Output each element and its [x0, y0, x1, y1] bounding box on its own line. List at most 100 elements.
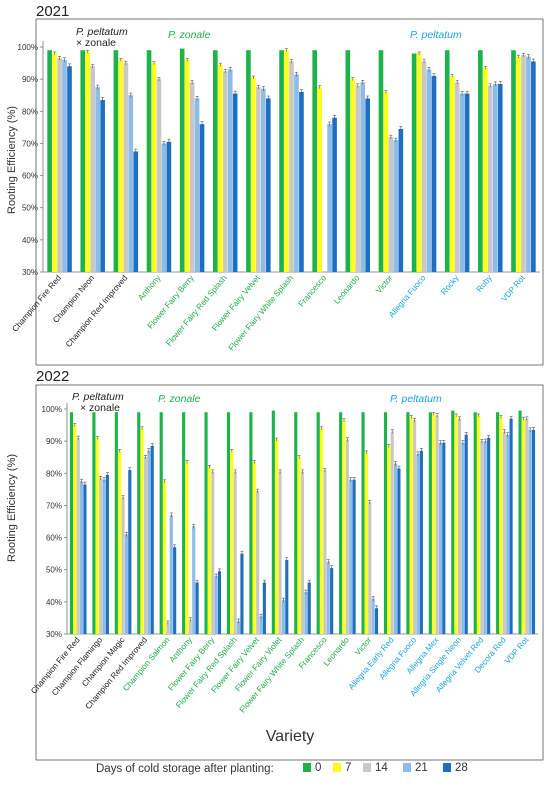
bar-flower-fairy-berry-s7 — [207, 466, 211, 634]
bar-anthony-s28 — [166, 141, 172, 272]
bar-allegria-early-red-s21 — [394, 463, 398, 634]
bar-victor-s28 — [398, 128, 404, 272]
y-tick-label: 80% — [46, 469, 62, 478]
bar-allegria-mex-s14 — [435, 415, 439, 634]
bar-francesco-s21 — [326, 561, 330, 634]
bar-vdp-rot-s21 — [526, 56, 531, 273]
bar-flower-fairy-white-splash-s14 — [289, 61, 294, 272]
y-tick-label: 90% — [46, 437, 62, 446]
y-tick-label: 100% — [18, 43, 38, 52]
bar-leonardo-s21 — [360, 82, 366, 272]
group-label-hybrid-line2: × zonale — [76, 37, 116, 49]
bar-ruby-s28 — [497, 83, 503, 272]
bar-allegria-velvet-red-s14 — [480, 441, 484, 634]
y-tick-label: 50% — [22, 204, 38, 213]
bar-allegria-early-red-s28 — [397, 468, 401, 634]
x-tick-label: VDP Rot — [500, 273, 528, 304]
bar-flower-fairy-red-splash-s0 — [212, 50, 218, 272]
bar-flower-fairy-velvet-s7 — [252, 462, 256, 634]
bar-flower-fairy-violet-s0 — [271, 410, 275, 634]
bar-francesco-s0 — [316, 412, 320, 634]
bar-leonardo-s14 — [355, 85, 361, 272]
bar-champion-fire-red-s7 — [73, 425, 77, 634]
bar-decora-red-s7 — [499, 417, 503, 634]
bar-champion-salmon-s28 — [173, 547, 177, 634]
bar-ruby-s7 — [483, 67, 488, 273]
bar-champion-flamingo-s21 — [102, 479, 106, 634]
panel-2021: 2021 Rooting Efficiency (%) P. peltatum … — [6, 3, 544, 366]
bar-victor-s0 — [378, 50, 384, 272]
bar-allegria-early-red-s7 — [387, 445, 391, 634]
bar-champion-red-improved-s21 — [147, 450, 151, 634]
x-tick-label: Champion Fire Red — [11, 273, 64, 334]
bar-victor-s14 — [388, 137, 394, 272]
bar-francesco-s28 — [330, 568, 334, 634]
bar-flower-fairy-berry-s7 — [184, 59, 190, 272]
bar-leonardo-s14 — [345, 439, 349, 634]
bar-allegria-early-red-s0 — [383, 412, 388, 634]
panel-title: 2022 — [36, 368, 69, 385]
y-axis-label: Rooting Efficiency (%) — [6, 106, 18, 214]
bar-vdp-rot-s28 — [531, 429, 536, 634]
bar-leonardo-s28 — [352, 479, 356, 634]
bar-champion-fire-red-s21 — [62, 59, 67, 272]
panel-2022: 2022 Rooting Efficiency (%) P. peltatum … — [6, 368, 544, 761]
legend-swatch-0 — [303, 763, 311, 772]
bar-champion-flamingo-s0 — [92, 412, 96, 634]
bar-allegria-fuoco-s0 — [411, 53, 417, 272]
bar-ruby-s21 — [492, 83, 498, 272]
bar-francesco-s7 — [317, 87, 322, 272]
bar-champion-fire-red-s7 — [52, 53, 57, 272]
bar-champion-fire-red-s0 — [47, 50, 52, 272]
x-tick-label: Victor — [353, 635, 373, 657]
legend-label-7: 7 — [345, 762, 351, 774]
bar-anthony-s14 — [188, 619, 192, 634]
group-label-hybrid-line2: × zonale — [80, 402, 120, 414]
bar-vdp-rot-s14 — [525, 418, 529, 634]
bar-flower-fairy-red-splash-s28 — [240, 553, 244, 634]
legend-label-28: 28 — [455, 762, 468, 774]
bar-francesco-s28 — [332, 117, 337, 272]
bar-champion-fire-red-s28 — [67, 66, 72, 273]
bar-champion-magic-s7 — [118, 450, 122, 634]
bars — [69, 410, 536, 634]
bar-flower-fairy-white-splash-s28 — [299, 92, 304, 272]
bar-flower-fairy-white-splash-s0 — [279, 50, 284, 272]
bar-victor-s7 — [364, 452, 368, 634]
x-tick-label: Francesco — [297, 273, 329, 308]
y-tick-label: 60% — [46, 534, 62, 543]
y-tick-label: 80% — [22, 107, 38, 116]
group-label-zonale: P. zonale — [168, 29, 211, 41]
y-tick-label: 100% — [42, 405, 62, 414]
y-tick-label: 90% — [22, 75, 38, 84]
bar-flower-fairy-red-splash-s14 — [233, 471, 237, 634]
y-tick-label: 30% — [46, 630, 62, 639]
bar-flower-fairy-white-splash-s0 — [294, 412, 298, 634]
bar-decora-red-s28 — [509, 418, 513, 634]
group-label-hybrid-line1: P. peltatum — [72, 391, 124, 403]
bar-decora-red-s21 — [506, 434, 510, 634]
bar-champion-neon-s7 — [85, 51, 91, 273]
bar-champion-fire-red-s14 — [57, 58, 62, 272]
bar-champion-flamingo-s7 — [95, 437, 99, 634]
bar-victor-s0 — [361, 412, 365, 634]
bar-anthony-s28 — [195, 582, 199, 634]
bar-champion-flamingo-s14 — [99, 478, 103, 634]
y-tick-label: 30% — [22, 268, 38, 277]
x-tick-label: Champion Red Improved — [64, 273, 130, 349]
bar-flower-fairy-red-splash-s21 — [227, 69, 233, 272]
bar-flower-fairy-berry-s14 — [189, 82, 195, 272]
bar-anthony-s7 — [151, 63, 157, 273]
bar-allegria-fuoco-s7 — [409, 417, 413, 634]
bar-champion-neon-s21 — [95, 87, 100, 272]
bar-anthony-s0 — [146, 50, 152, 272]
bar-champion-magic-s21 — [124, 534, 129, 634]
x-tick-label: Victor — [374, 273, 394, 295]
x-tick-label: Ruby — [475, 273, 495, 294]
bar-flower-fairy-red-splash-s7 — [230, 450, 234, 634]
bar-champion-salmon-s21 — [169, 515, 173, 634]
legend-swatch-21 — [403, 763, 411, 772]
